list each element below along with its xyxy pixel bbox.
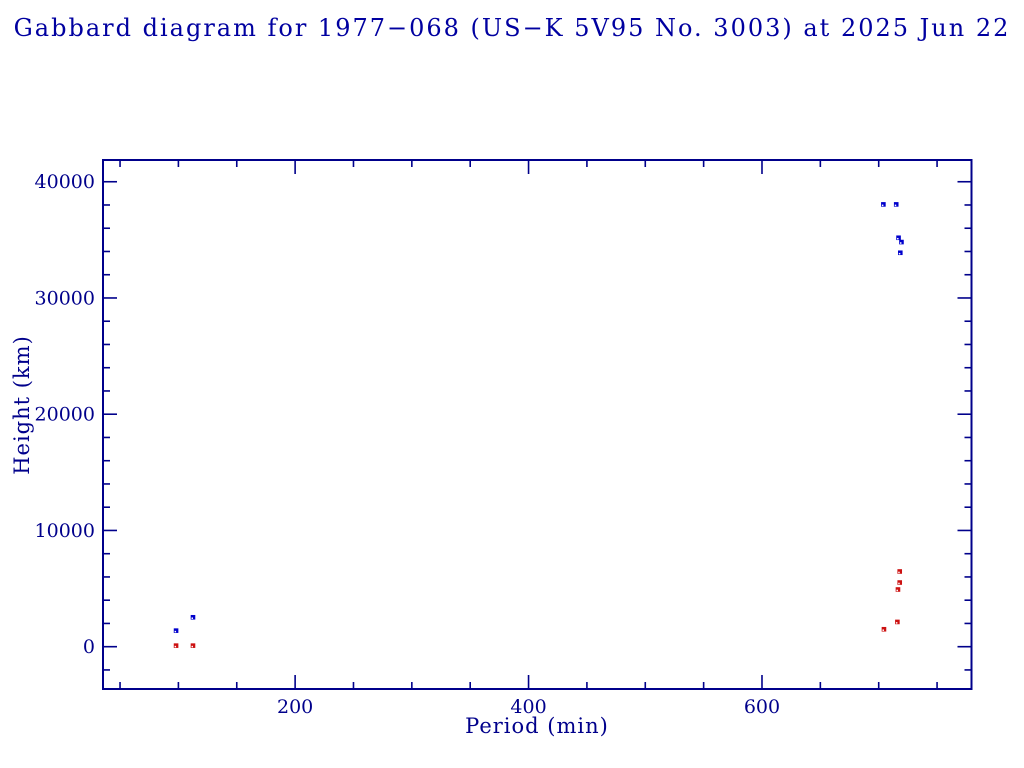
x-tick-labels: 200 400 600 bbox=[277, 696, 780, 718]
apogee-point-notch bbox=[898, 252, 901, 255]
x-axis-label: Period (min) bbox=[465, 714, 609, 738]
x-tick-label: 600 bbox=[744, 696, 780, 718]
perigee-point-notch bbox=[174, 645, 177, 648]
y-tick-label: 10000 bbox=[35, 520, 95, 542]
apogee-point-notch bbox=[191, 617, 193, 619]
apogee-point bbox=[893, 202, 899, 207]
perigee-point bbox=[895, 587, 901, 592]
apogee-point bbox=[899, 239, 904, 245]
perigee-point bbox=[173, 643, 179, 648]
apogee-point-notch bbox=[897, 237, 899, 240]
apogee-point bbox=[898, 250, 903, 256]
perigee-point bbox=[895, 619, 900, 625]
apogee-point bbox=[173, 628, 179, 633]
perigee-point-notch bbox=[896, 589, 898, 592]
data-points bbox=[173, 202, 904, 648]
perigee-point-notch bbox=[882, 629, 884, 631]
apogee-point bbox=[190, 614, 196, 620]
y-axis-label: Height (km) bbox=[10, 335, 34, 475]
apogee-point-notch bbox=[881, 204, 884, 207]
y-tick-labels: 0 10000 20000 30000 40000 bbox=[35, 171, 95, 658]
apogee-point bbox=[896, 235, 901, 241]
y-tick-label: 20000 bbox=[35, 404, 95, 426]
apogee-point-notch bbox=[899, 242, 902, 244]
plot-frame bbox=[102, 159, 973, 690]
perigee-point-notch bbox=[895, 622, 898, 624]
chart-title: Gabbard diagram for 1977−068 (US−K 5V95 … bbox=[13, 14, 1011, 42]
apogee-point bbox=[881, 202, 886, 207]
y-tick-label: 0 bbox=[83, 636, 95, 658]
perigee-point-notch bbox=[191, 645, 193, 648]
perigee-point bbox=[881, 626, 887, 632]
perigee-point bbox=[897, 580, 903, 585]
y-tick-label: 40000 bbox=[35, 171, 95, 193]
perigee-point bbox=[190, 643, 196, 648]
plot-frame-rect bbox=[102, 159, 973, 690]
x-tick-label: 200 bbox=[277, 696, 313, 718]
perigee-point-notch bbox=[898, 582, 900, 585]
x-tick-label: 400 bbox=[510, 696, 546, 718]
perigee-point-notch bbox=[898, 571, 900, 574]
y-tick-label: 30000 bbox=[35, 287, 95, 309]
axis-ticks bbox=[103, 160, 972, 689]
perigee-point bbox=[897, 569, 903, 574]
apogee-point-notch bbox=[894, 204, 897, 207]
apogee-point-notch bbox=[174, 630, 177, 633]
